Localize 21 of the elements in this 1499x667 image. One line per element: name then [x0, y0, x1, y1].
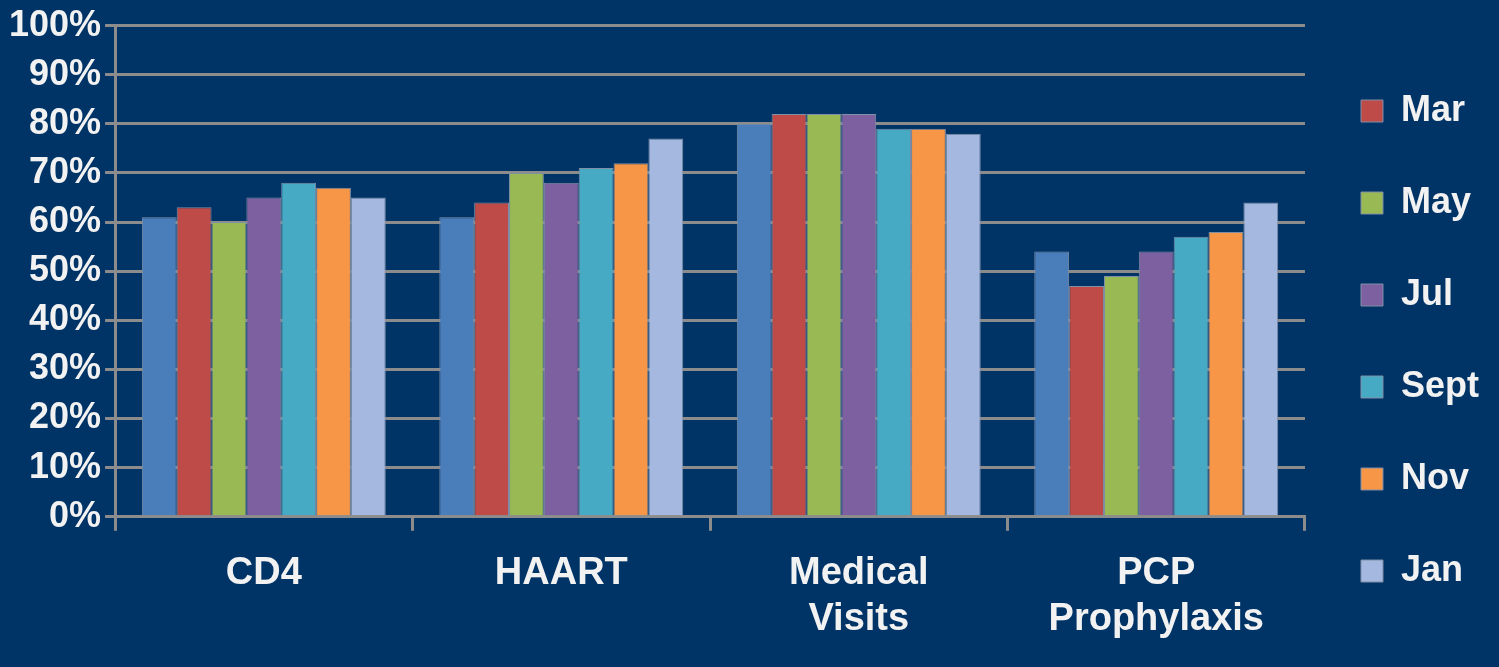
x-tick-label: PCP Prophylaxis [1048, 550, 1264, 638]
y-tick-label: 10% [29, 444, 102, 486]
y-tick-label: 100% [9, 2, 102, 44]
x-tick-label: CD4 [225, 550, 302, 593]
legend-label: Jul [1400, 271, 1453, 313]
y-tick-label: 0% [49, 493, 102, 535]
legend-label: Mar [1400, 87, 1466, 129]
y-tick-label: 70% [29, 149, 102, 191]
legend-label: Nov [1400, 455, 1469, 497]
x-tick-label: Medical Visits [789, 550, 929, 638]
y-tick-label: 20% [29, 395, 102, 437]
legend-label: May [1400, 179, 1472, 221]
y-tick-label: 80% [29, 100, 102, 142]
y-tick-label: 30% [29, 346, 102, 388]
y-tick-label: 90% [29, 51, 102, 93]
legend-label: Jan [1400, 547, 1464, 589]
x-tick-label: HAART [494, 550, 628, 593]
y-tick-label: 60% [29, 199, 102, 240]
y-tick-label: 40% [29, 297, 102, 339]
legend-label: Sept [1400, 363, 1480, 405]
y-tick-label: 50% [29, 248, 102, 290]
